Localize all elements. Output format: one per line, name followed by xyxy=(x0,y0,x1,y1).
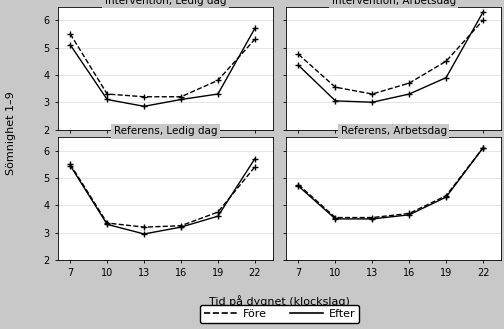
Title: Referens, Ledig dag: Referens, Ledig dag xyxy=(114,126,217,136)
Text: Sömnighet 1–9: Sömnighet 1–9 xyxy=(6,91,16,175)
Title: Intervention, Ledig dag: Intervention, Ledig dag xyxy=(105,0,226,6)
Text: Tid på dygnet (klockslag): Tid på dygnet (klockslag) xyxy=(209,295,350,307)
Legend: Före, Efter: Före, Efter xyxy=(200,305,359,323)
Title: Referens, Arbetsdag: Referens, Arbetsdag xyxy=(341,126,447,136)
Title: Intervention, Arbetsdag: Intervention, Arbetsdag xyxy=(332,0,456,6)
